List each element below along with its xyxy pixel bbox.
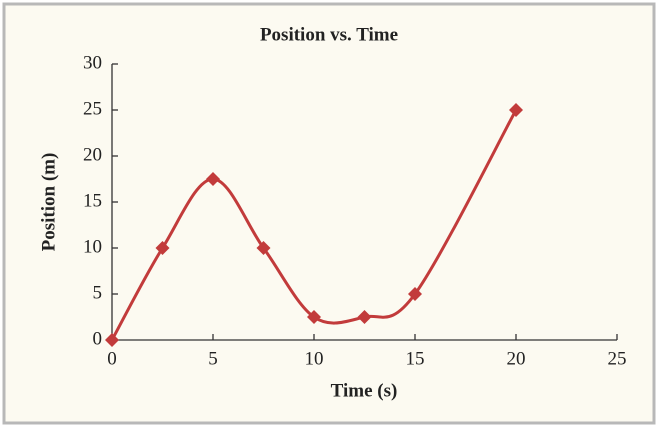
- data-point: [408, 287, 422, 301]
- y-tick-label: 20: [83, 144, 102, 165]
- x-tick-label: 25: [608, 348, 627, 369]
- data-point: [105, 333, 119, 347]
- x-tick-label: 5: [208, 348, 218, 369]
- data-point: [206, 172, 220, 186]
- y-tick-label: 5: [93, 282, 103, 303]
- data-point: [155, 241, 170, 255]
- y-axis-label: Position (m): [38, 153, 59, 252]
- y-tick-label: 10: [83, 236, 102, 257]
- data-point: [307, 310, 321, 324]
- y-tick-label: 0: [93, 328, 103, 349]
- x-tick-label: 15: [406, 348, 425, 369]
- data-point: [509, 103, 523, 117]
- x-tick-label: 0: [107, 348, 117, 369]
- data-point: [357, 310, 372, 324]
- y-tick-label: 15: [83, 190, 102, 211]
- x-tick-label: 20: [507, 348, 526, 369]
- x-axis-label: Time (s): [331, 380, 398, 401]
- data-point: [256, 241, 271, 255]
- y-tick-label: 25: [83, 98, 102, 119]
- y-tick-label: 30: [83, 52, 102, 73]
- x-tick-label: 10: [305, 348, 324, 369]
- chart-title: Position vs. Time: [260, 24, 398, 45]
